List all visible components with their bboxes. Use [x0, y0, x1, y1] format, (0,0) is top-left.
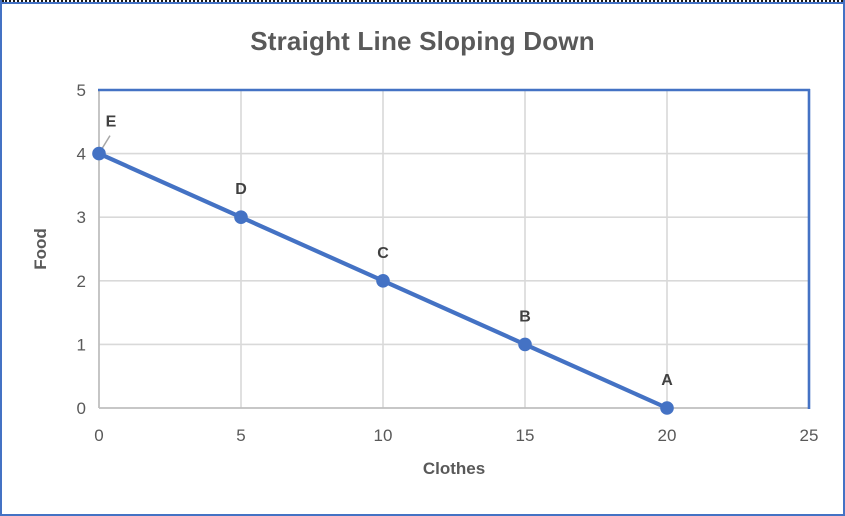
- x-tick-label: 20: [658, 426, 677, 445]
- data-point-marker: [660, 401, 674, 415]
- x-tick-label: 0: [94, 426, 103, 445]
- data-point-label: E: [106, 114, 117, 131]
- x-tick-label: 15: [516, 426, 535, 445]
- data-point-marker: [376, 274, 390, 288]
- x-tick-label: 5: [236, 426, 245, 445]
- x-tick-label: 25: [800, 426, 819, 445]
- data-point-marker: [518, 337, 532, 352]
- data-point-label: A: [661, 372, 673, 389]
- data-point-label: B: [519, 308, 531, 325]
- data-point-marker: [234, 210, 248, 224]
- data-point-label: C: [377, 245, 389, 262]
- y-tick-label: 2: [77, 272, 86, 291]
- y-tick-label: 3: [77, 208, 86, 227]
- label-leader-line: [101, 135, 111, 149]
- y-tick-label: 4: [77, 145, 86, 164]
- y-axis-title: Food: [31, 228, 50, 270]
- selection-dotted-border: [2, 0, 843, 5]
- data-point-label: D: [235, 181, 247, 198]
- y-tick-label: 0: [77, 399, 86, 418]
- chart-title: Straight Line Sloping Down: [250, 26, 595, 56]
- data-point-marker: [92, 146, 106, 161]
- y-tick-label: 1: [77, 335, 86, 354]
- y-tick-label: 5: [77, 81, 86, 100]
- x-tick-label: 10: [374, 426, 393, 445]
- x-axis-title: Clothes: [423, 459, 485, 478]
